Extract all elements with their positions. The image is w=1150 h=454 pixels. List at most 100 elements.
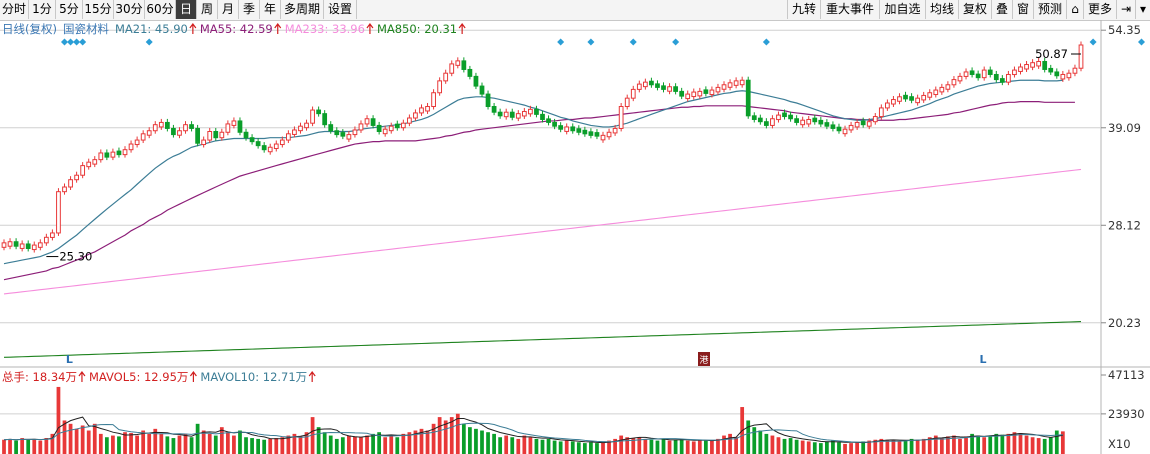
period-tab-12[interactable]: 设置	[324, 0, 357, 19]
volume-bar	[1054, 430, 1059, 454]
volume-bar	[334, 438, 339, 454]
candle-body	[915, 97, 921, 104]
candle-body	[709, 89, 715, 96]
volume-bar	[219, 427, 224, 454]
candle-body	[394, 123, 400, 129]
tool-button-11[interactable]: ▾	[1135, 0, 1150, 19]
candle-body	[189, 124, 194, 129]
volume-bar	[903, 440, 908, 454]
period-tab-0[interactable]: 分时	[0, 0, 29, 19]
candle-body	[1060, 73, 1066, 80]
tool-button-5[interactable]: 叠	[991, 0, 1012, 19]
candle-body	[691, 91, 697, 98]
legend-vol-1: MAVOL5: 12.95万	[89, 370, 188, 384]
candle-body	[50, 232, 55, 238]
l-marker-0: L	[66, 353, 73, 366]
tool-button-7[interactable]: 预测	[1033, 0, 1066, 19]
period-tab-10[interactable]: 年	[260, 0, 281, 19]
volume-bar	[1060, 431, 1065, 454]
candle-body	[528, 108, 533, 115]
candle-body	[703, 89, 709, 94]
period-tab-11[interactable]: 多周期	[281, 0, 324, 19]
volume-bar	[631, 438, 636, 454]
volume-bar	[250, 438, 254, 454]
candle-body	[25, 243, 31, 249]
candle-body	[431, 92, 436, 108]
candle-body	[267, 146, 273, 153]
price-tick-label-3: 20.23	[1108, 316, 1141, 330]
volume-bar	[891, 440, 896, 454]
volume-bar	[867, 440, 872, 454]
volume-bar	[141, 430, 146, 454]
volume-bar	[855, 442, 860, 454]
volume-bar	[510, 437, 515, 454]
volume-bar	[431, 423, 436, 454]
period-tab-5[interactable]: 60分	[145, 0, 176, 19]
volume-bar	[1030, 437, 1035, 454]
volume-bar	[68, 423, 73, 454]
volume-bar	[286, 435, 291, 454]
tool-button-3[interactable]: 均线	[925, 0, 958, 19]
volume-bar	[316, 427, 321, 454]
volume-bar	[225, 432, 230, 454]
tool-button-9[interactable]: 更多	[1083, 0, 1116, 19]
candle-body	[999, 78, 1005, 83]
period-tab-8[interactable]: 月	[218, 0, 239, 19]
candle-body	[546, 118, 551, 123]
candle-body	[425, 106, 430, 112]
candle-body	[407, 117, 412, 124]
volume-bar	[933, 435, 938, 454]
tool-button-6[interactable]: 窗	[1012, 0, 1033, 19]
candle-body	[328, 124, 334, 132]
period-tab-9[interactable]: 季	[239, 0, 260, 19]
candle-body	[7, 241, 13, 247]
legend-vol-2: MAVOL10: 12.71万	[200, 370, 307, 384]
volume-bar	[407, 432, 412, 454]
volume-bar	[437, 417, 442, 454]
volume-bar	[207, 433, 212, 454]
volume-bar	[117, 436, 121, 454]
tool-button-0[interactable]: 九转	[787, 0, 820, 19]
volume-bar	[601, 442, 605, 454]
volume-bar	[788, 438, 793, 454]
period-tab-7[interactable]: 周	[197, 0, 218, 19]
volume-bar	[595, 443, 599, 454]
candle-body	[697, 90, 703, 97]
volume-bar	[667, 440, 672, 454]
ma21-line	[3, 79, 1063, 265]
tool-button-4[interactable]: 复权	[958, 0, 991, 19]
volume-bar	[970, 433, 974, 454]
volume-bar	[340, 437, 345, 454]
period-tab-2[interactable]: 5分	[56, 0, 83, 19]
volume-bar	[98, 433, 103, 454]
tool-button-1[interactable]: 重大事件	[820, 0, 879, 19]
volume-bar	[238, 430, 242, 454]
candle-body	[358, 123, 364, 131]
period-tab-3[interactable]: 15分	[83, 0, 114, 19]
volume-bar	[534, 438, 539, 454]
period-tab-4[interactable]: 30分	[114, 0, 145, 19]
period-tab-6[interactable]: 日	[176, 0, 197, 19]
candle-body	[400, 122, 406, 129]
period-toolbar: 分时 1分 5分 15分 30分 60分日周月季年多周期 设置 ▾ ⇥ 更多 ⌂ 预测窗叠复权 均线 加自…	[0, 0, 1150, 21]
tool-button-10[interactable]: ⇥	[1116, 0, 1135, 19]
candle-body	[927, 92, 933, 98]
candle-body	[86, 161, 92, 168]
candle-body	[891, 99, 896, 105]
candle-body	[866, 121, 872, 127]
candle-body	[134, 139, 140, 146]
candle-body	[612, 127, 618, 134]
candle-body	[249, 137, 255, 143]
candle-body	[642, 81, 648, 88]
legend-main-arrow-2	[189, 23, 197, 34]
volume-bar	[661, 438, 666, 454]
volume-bar	[383, 437, 388, 454]
volume-bar	[915, 439, 920, 454]
tool-button-8[interactable]: ⌂	[1066, 0, 1083, 19]
candle-body	[564, 126, 570, 132]
signal-diamond	[145, 38, 153, 46]
period-tab-1[interactable]: 1分	[29, 0, 56, 19]
candle-body	[806, 118, 812, 125]
tool-button-2[interactable]: 加自选	[879, 0, 925, 19]
candle-body	[352, 129, 358, 136]
